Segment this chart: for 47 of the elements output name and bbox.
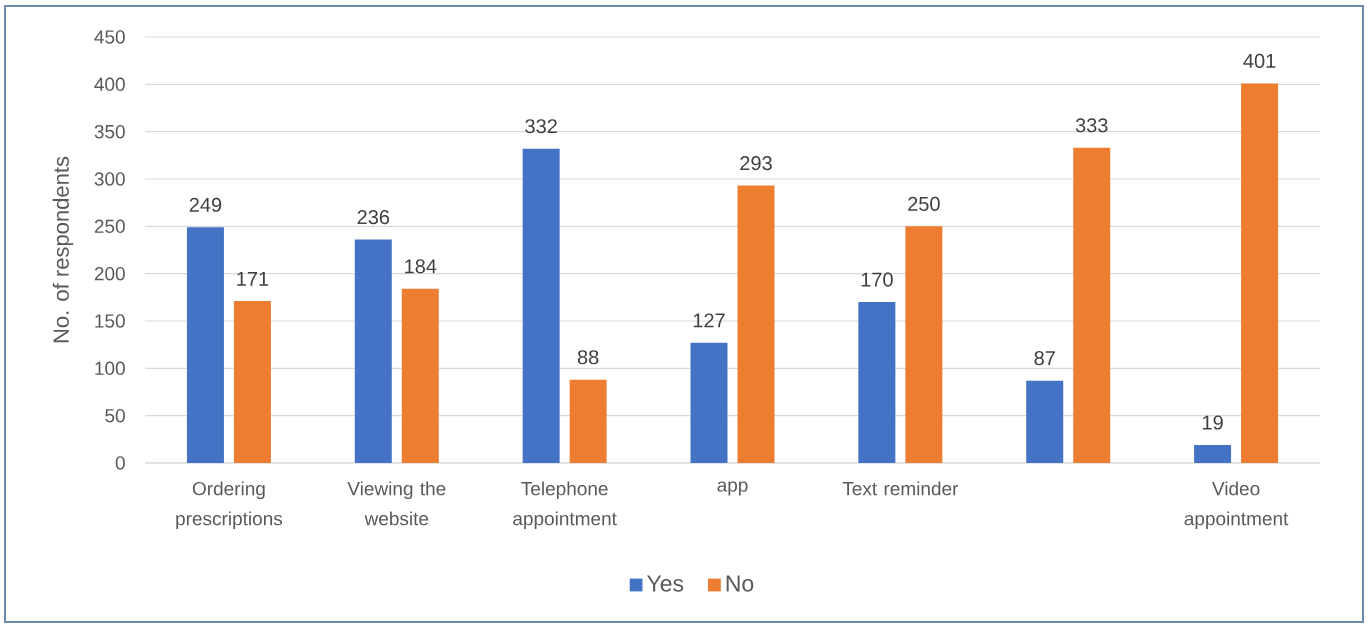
x-tick-label: Text reminder [842, 481, 959, 496]
y-tick-label: 300 [94, 172, 125, 186]
data-label: 332 [525, 119, 557, 134]
data-label: 401 [1243, 53, 1276, 68]
y-axis-title: No. of respondents [52, 156, 74, 343]
y-tick-label: 350 [94, 124, 125, 139]
x-tick-label: Telephone appointment [513, 481, 617, 530]
data-label: 87 [1034, 351, 1055, 366]
data-label: 249 [189, 197, 222, 212]
bar [1026, 380, 1064, 463]
bar [1241, 83, 1279, 463]
y-tick-label: 150 [95, 314, 125, 328]
legend-label: Yes [647, 575, 684, 592]
x-tick-label: Video appointment [1184, 481, 1289, 530]
bar [737, 185, 775, 463]
x-tick-label: app [717, 481, 748, 496]
data-label: 171 [237, 271, 269, 286]
data-label: 236 [357, 210, 390, 225]
y-tick-label: 450 [94, 30, 125, 44]
bar [186, 227, 224, 463]
y-tick-label: 50 [105, 408, 125, 423]
y-tick-label: 400 [94, 77, 125, 92]
bar [233, 301, 271, 463]
x-tick-label: Viewing the website [347, 481, 446, 526]
data-label: 293 [740, 156, 772, 171]
data-label: 19 [1203, 415, 1223, 430]
data-label: 170 [861, 272, 893, 287]
data-label: 333 [1075, 118, 1108, 133]
bar [354, 239, 392, 463]
bar [401, 288, 439, 463]
y-tick-label: 250 [94, 219, 125, 234]
bar [690, 342, 728, 463]
y-tick-label: 100 [95, 361, 125, 376]
data-label: 127 [693, 313, 725, 328]
data-label: 88 [577, 350, 599, 365]
y-tick-label: 0 [115, 456, 125, 470]
bar [858, 302, 896, 463]
legend-label: No [726, 575, 754, 592]
data-label: 250 [908, 196, 940, 211]
bar [522, 148, 560, 463]
data-label: 184 [405, 259, 437, 274]
bar [569, 379, 607, 463]
y-tick-label: 200 [94, 266, 125, 281]
bar [1073, 147, 1111, 463]
bar [1194, 445, 1232, 463]
x-tick-label: Ordering prescriptions [176, 481, 283, 530]
bar [905, 226, 943, 463]
